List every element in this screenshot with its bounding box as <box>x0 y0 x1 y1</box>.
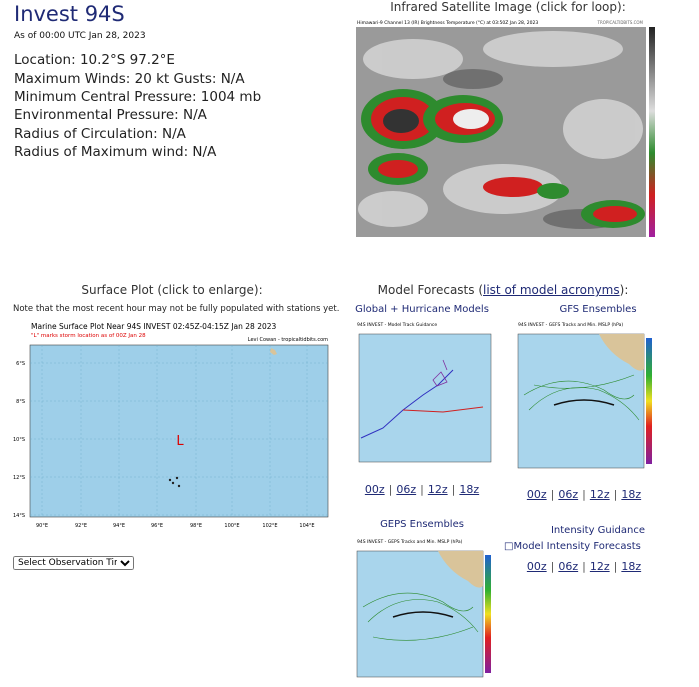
models-heading: Model Forecasts (list of model acronyms)… <box>378 283 629 297</box>
lon-label: 92°E <box>75 523 87 529</box>
plot-title: Marine Surface Plot Near 94S INVEST 02:4… <box>31 322 277 331</box>
run-link[interactable]: 06z <box>558 488 579 501</box>
lon-label: 94°E <box>113 523 125 529</box>
global-links: 00z | 06z | 12z | 18z <box>364 483 480 496</box>
image-title: 94S INVEST - Model Track Guidance <box>357 322 437 328</box>
panel-title: Intensity Guidance <box>550 525 646 536</box>
satellite-heading: Infrared Satellite Image (click for loop… <box>390 0 626 14</box>
info-line: Location: 10.2°S 97.2°E <box>14 52 175 68</box>
lon-label: 98°E <box>190 523 202 529</box>
acronyms-link[interactable]: list of model acronyms <box>483 283 620 297</box>
storm-title: Invest 94S <box>14 2 125 26</box>
heading-text: Model Forecasts ( <box>377 283 484 297</box>
image-title: 94S INVEST - GEPS Tracks and Min. MSLP (… <box>357 539 463 545</box>
satellite-image-title: Himawari-9 Channel 13 (IR) Brightness Te… <box>357 20 538 26</box>
lat-label: 8°S <box>16 399 25 405</box>
run-link[interactable]: 12z <box>427 483 448 496</box>
surface-heading: Surface Plot (click to enlarge): <box>81 283 263 297</box>
gefs-links: 00z | 06z | 12z | 18z <box>526 488 642 501</box>
plot-subtitle: "L" marks storm location as of 00Z Jan 2… <box>31 333 146 339</box>
info-line: Maximum Winds: 20 kt Gusts: N/A <box>14 71 245 87</box>
panel-title: Global + Hurricane Models <box>355 304 489 315</box>
panel-title: GEPS Ensembles <box>380 519 464 530</box>
global-models-image[interactable]: 94S INVEST - Model Track Guidance <box>353 320 494 472</box>
lat-label: 6°S <box>16 361 25 367</box>
run-link[interactable]: 06z <box>396 483 417 496</box>
run-link[interactable]: 12z <box>589 488 610 501</box>
info-line: Environmental Pressure: N/A <box>14 107 207 123</box>
lon-label: 104°E <box>299 523 314 529</box>
lon-label: 90°E <box>36 523 48 529</box>
info-line: Radius of Circulation: N/A <box>14 126 186 142</box>
lat-label: 12°S <box>13 475 25 481</box>
broken-image[interactable]: □Model Intensity Forecasts <box>504 541 641 552</box>
lat-label: 14°S <box>13 513 25 519</box>
run-link[interactable]: 00z <box>526 560 547 573</box>
storm-marker: L <box>176 434 184 449</box>
info-line: Minimum Central Pressure: 1004 mb <box>14 89 262 105</box>
image-alt: Model Intensity Forecasts <box>513 541 641 552</box>
lat-label: 10°S <box>13 437 25 443</box>
plot-credit: Levi Cowan - tropicaltidbits.com <box>248 337 328 343</box>
satellite-credit: TROPICALTIDBITS.COM <box>597 20 644 25</box>
run-link[interactable]: 06z <box>558 560 579 573</box>
surface-plot[interactable]: Marine Surface Plot Near 94S INVEST 02:4… <box>13 320 331 546</box>
surface-note: Note that the most recent hour may not b… <box>13 304 340 314</box>
run-link[interactable]: 12z <box>589 560 610 573</box>
observation-time-select[interactable]: Select Observation Time... <box>13 556 134 570</box>
run-link[interactable]: 00z <box>364 483 385 496</box>
intensity-links: 00z | 06z | 12z | 18z <box>526 560 642 573</box>
run-link[interactable]: 18z <box>459 483 480 496</box>
heading-text: ): <box>619 283 629 297</box>
geps-image[interactable]: 94S INVEST - GEPS Tracks and Min. MSLP (… <box>353 537 495 681</box>
lon-label: 96°E <box>151 523 163 529</box>
run-link[interactable]: 18z <box>621 488 642 501</box>
satellite-image[interactable]: Himawari-9 Channel 13 (IR) Brightness Te… <box>353 19 658 241</box>
panel-title: GFS Ensembles <box>559 304 637 315</box>
gefs-image[interactable]: 94S INVEST - GEFS Tracks and Min. MSLP (… <box>514 320 656 472</box>
lon-label: 100°E <box>224 523 239 529</box>
info-line: Radius of Maximum wind: N/A <box>14 144 217 160</box>
run-link[interactable]: 00z <box>526 488 547 501</box>
run-link[interactable]: 18z <box>621 560 642 573</box>
image-title: 94S INVEST - GEFS Tracks and Min. MSLP (… <box>518 322 623 328</box>
lon-label: 102°E <box>262 523 277 529</box>
as-of: As of 00:00 UTC Jan 28, 2023 <box>14 31 146 41</box>
